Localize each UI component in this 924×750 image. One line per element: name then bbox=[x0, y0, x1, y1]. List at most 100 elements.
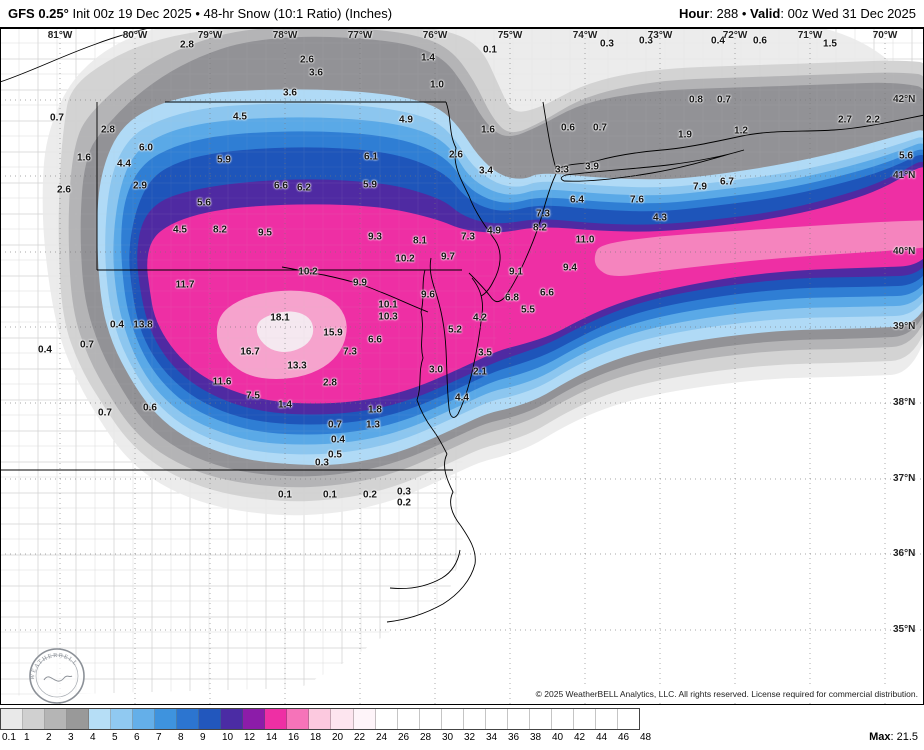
colorbar-segment bbox=[353, 709, 376, 729]
colorbar-tick: 30 bbox=[442, 732, 454, 743]
latitude-label: 38°N bbox=[893, 397, 916, 408]
colorbar-segment bbox=[309, 709, 332, 729]
colorbar-segment bbox=[265, 709, 288, 729]
colorbar-tick: 48 bbox=[640, 732, 652, 743]
colorbar-tick: 14 bbox=[266, 732, 278, 743]
colorbar-segment bbox=[199, 709, 222, 729]
weatherbell-watermark: WEATHERBELL bbox=[29, 648, 85, 704]
long-island-coastline bbox=[560, 149, 745, 182]
colorbar-tick: 8 bbox=[178, 732, 184, 743]
longitude-label: 75°W bbox=[497, 30, 523, 41]
colorbar-segment bbox=[419, 709, 442, 729]
max-label: Max bbox=[869, 731, 891, 743]
valid-value: : 00z Wed 31 Dec 2025 bbox=[780, 6, 916, 21]
watermark-seal-bg bbox=[30, 649, 84, 703]
colorbar-segment bbox=[155, 709, 178, 729]
longitude-label: 79°W bbox=[197, 30, 223, 41]
colorbar-tick: 12 bbox=[244, 732, 256, 743]
max-value-readout: Max: 21.5 bbox=[869, 731, 918, 743]
colorbar-segment bbox=[243, 709, 266, 729]
hour-label: Hour bbox=[678, 6, 710, 21]
model-title: GFS 0.25° Init 00z 19 Dec 2025 • 48-hr S… bbox=[8, 6, 392, 21]
colorbar-segment bbox=[133, 709, 156, 729]
longitude-label: 81°W bbox=[47, 30, 73, 41]
colorbar-segment bbox=[331, 709, 354, 729]
colorbar-tick: 34 bbox=[486, 732, 498, 743]
colorbar-tick: 20 bbox=[332, 732, 344, 743]
colorbar-tick: 40 bbox=[552, 732, 564, 743]
colorbar-tick: 0.1 bbox=[2, 732, 16, 743]
colorbar-segment bbox=[617, 709, 639, 729]
colorbar-segment bbox=[507, 709, 530, 729]
longitude-label: 71°W bbox=[797, 30, 823, 41]
watermark-seal-outer-ring bbox=[29, 648, 85, 704]
colorbar-segment bbox=[89, 709, 112, 729]
north-carolina-coastline bbox=[386, 453, 476, 623]
colorbar-tick: 4 bbox=[90, 732, 96, 743]
colorbar-segment bbox=[177, 709, 200, 729]
colorbar-segment bbox=[595, 709, 618, 729]
model-name: GFS 0.25° bbox=[8, 6, 69, 21]
colorbar-segment bbox=[551, 709, 574, 729]
chesapeake-bay-west-shore bbox=[416, 269, 448, 455]
valid-label: Valid bbox=[750, 6, 781, 21]
colorbar-tick: 2 bbox=[46, 732, 52, 743]
pamlico-sound-shore bbox=[389, 549, 461, 589]
colorbar-tick: 3 bbox=[68, 732, 74, 743]
lat-lon-grid bbox=[0, 28, 924, 705]
latitude-label: 35°N bbox=[893, 624, 916, 635]
colorbar-tick: 36 bbox=[508, 732, 520, 743]
colorbar-tick: 24 bbox=[376, 732, 388, 743]
latitude-label: 36°N bbox=[893, 548, 916, 559]
colorbar-tick: 46 bbox=[618, 732, 630, 743]
longitude-label: 74°W bbox=[572, 30, 598, 41]
new-england-coastline bbox=[557, 114, 924, 170]
colorbar bbox=[0, 708, 640, 730]
longitude-label: 77°W bbox=[347, 30, 373, 41]
colorbar-segment bbox=[573, 709, 596, 729]
colorbar-tick: 28 bbox=[420, 732, 432, 743]
colorbar-segment bbox=[397, 709, 420, 729]
longitude-label: 70°W bbox=[872, 30, 898, 41]
coastline-and-borders bbox=[0, 28, 924, 623]
longitude-label: 76°W bbox=[422, 30, 448, 41]
model-subtitle: Init 00z 19 Dec 2025 • 48-hr Snow (10:1 … bbox=[68, 6, 393, 21]
colorbar-tick: 5 bbox=[112, 732, 118, 743]
colorbar-segment bbox=[463, 709, 486, 729]
map-canvas: WEATHERBELL bbox=[0, 28, 924, 705]
colorbar-segment bbox=[529, 709, 552, 729]
longitude-label: 80°W bbox=[122, 30, 148, 41]
colorbar-segment bbox=[375, 709, 398, 729]
snow-fill-region bbox=[594, 220, 924, 276]
colorbar-tick: 26 bbox=[398, 732, 410, 743]
colorbar-tick: 22 bbox=[354, 732, 366, 743]
colorbar-segment bbox=[67, 709, 90, 729]
colorbar-tick: 6 bbox=[134, 732, 140, 743]
colorbar-segment bbox=[23, 709, 46, 729]
hudson-river bbox=[542, 101, 557, 170]
colorbar-segment bbox=[441, 709, 464, 729]
latitude-label: 42°N bbox=[893, 94, 916, 105]
colorbar-segment bbox=[1, 709, 24, 729]
colorbar-segment bbox=[45, 709, 68, 729]
copyright-notice: © 2025 WeatherBELL Analytics, LLC. All r… bbox=[531, 688, 922, 700]
delaware-river bbox=[445, 101, 501, 297]
colorbar-tick: 7 bbox=[156, 732, 162, 743]
colorbar-segment bbox=[485, 709, 508, 729]
max-value: : 21.5 bbox=[890, 731, 918, 743]
colorbar-tick: 44 bbox=[596, 732, 608, 743]
latitude-label: 40°N bbox=[893, 246, 916, 257]
longitude-label: 78°W bbox=[272, 30, 298, 41]
colorbar-tick: 16 bbox=[288, 732, 300, 743]
colorbar-segment bbox=[221, 709, 244, 729]
hour-value: : 288 • bbox=[709, 6, 751, 21]
colorbar-tick: 32 bbox=[464, 732, 476, 743]
new-jersey-coastline bbox=[468, 173, 557, 303]
watermark-seal-inner-ring bbox=[35, 654, 79, 698]
colorbar-tick: 42 bbox=[574, 732, 586, 743]
map-area: WEATHERBELL © 2025 WeatherBELL Analytics… bbox=[0, 28, 924, 705]
latitude-label: 39°N bbox=[893, 321, 916, 332]
latitude-label: 37°N bbox=[893, 473, 916, 484]
colorbar-row: 0.1 1 2 3 4 5 6 7 8 9 10 12 14 16 18 20 22 24 26 28 30 32 34 36… bbox=[0, 705, 924, 750]
